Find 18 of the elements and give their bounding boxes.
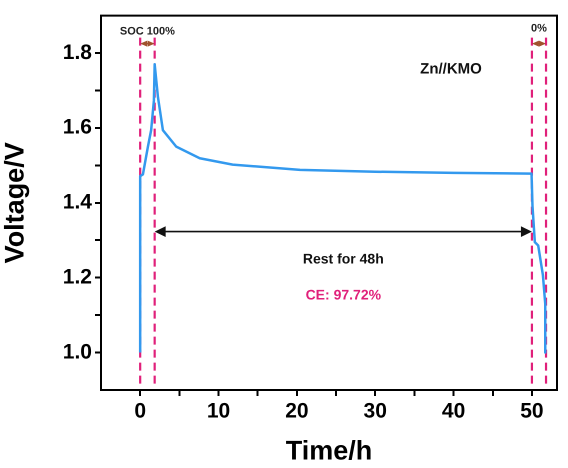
annotation: CE: 97.72% — [306, 286, 382, 302]
x-axis-title: Time/h — [286, 435, 372, 466]
y-tick-label: 1.8 — [62, 40, 92, 64]
y-axis-title: Voltage/V — [0, 142, 30, 264]
y-tick-label: 1.2 — [62, 265, 92, 288]
annotation: 0% — [531, 22, 548, 35]
y-tick-label: 1.4 — [62, 190, 92, 214]
x-tick-label: 40 — [442, 399, 466, 422]
annotation: SOC 100% — [120, 26, 176, 38]
annotation: Rest for 48h — [302, 250, 384, 266]
y-tick-label: 1.6 — [62, 116, 92, 139]
x-tick-label: 10 — [206, 399, 230, 422]
x-tick-label: 0 — [134, 399, 146, 422]
annotation: Zn//KMO — [420, 60, 482, 78]
y-tick-label: 1.0 — [62, 340, 92, 364]
x-tick-label: 30 — [364, 399, 387, 422]
x-tick-label: 20 — [285, 399, 309, 422]
x-tick-label: 50 — [520, 399, 544, 422]
